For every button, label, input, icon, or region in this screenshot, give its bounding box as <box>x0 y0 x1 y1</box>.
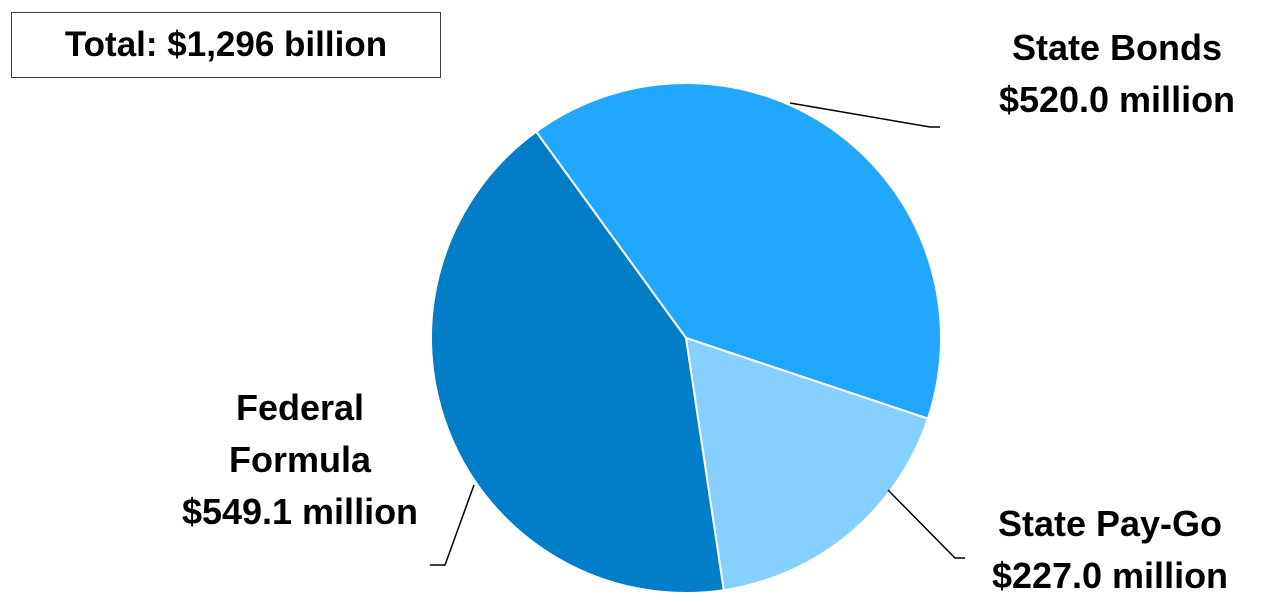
pie-slice-federal-formula <box>430 130 725 594</box>
slice-label-federal-formula: Federal Formula $549.1 million <box>150 382 450 538</box>
total-annotation: Total: $1,296 billion <box>11 12 441 78</box>
slice-label-state-bonds-value: $520.0 million <box>998 79 1236 120</box>
slice-label-state-bonds: State Bonds $520.0 million <box>972 22 1262 126</box>
pie-slices <box>430 82 942 594</box>
pie-slice-state-bonds <box>534 82 942 420</box>
slice-label-federal-formula-value: $549.1 million <box>181 491 419 532</box>
pie-slice-state-pay-go <box>684 336 930 592</box>
slice-label-federal-formula-line2: Formula <box>228 439 371 480</box>
slice-label-federal-formula-line1: Federal <box>235 387 365 428</box>
leader-line-state-bonds <box>789 102 940 128</box>
leader-line-state-pay-go <box>887 489 965 559</box>
slice-label-state-bonds-name: State Bonds <box>1011 27 1223 68</box>
slice-label-state-pay-go-value: $227.0 million <box>991 555 1229 596</box>
leader-line-federal-formula <box>430 484 475 566</box>
slice-label-state-pay-go-name: State Pay-Go <box>997 503 1223 544</box>
leader-lines <box>430 102 965 566</box>
slice-label-state-pay-go: State Pay-Go $227.0 million <box>960 498 1260 602</box>
